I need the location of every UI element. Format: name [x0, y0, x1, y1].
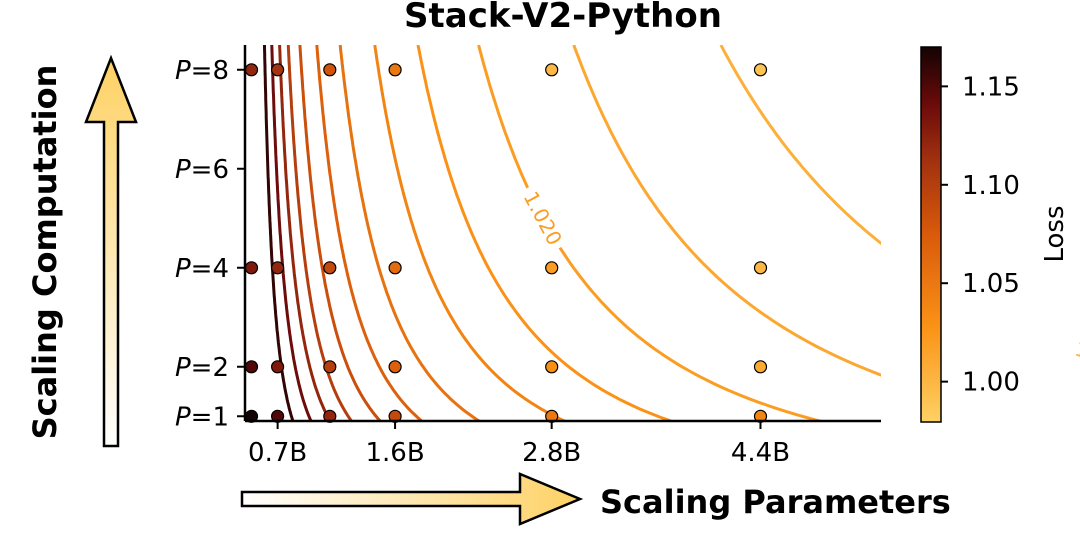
x-tick-label: 4.4B: [731, 438, 790, 468]
x-tick-label: 0.7B: [248, 438, 307, 468]
chart-title: Stack-V2-Python: [404, 0, 722, 36]
data-point-11: [323, 261, 337, 275]
y-tick-label: P=4: [175, 254, 229, 284]
right-arrow-icon: [240, 472, 584, 526]
data-point-6: [271, 360, 285, 374]
data-point-8: [271, 63, 285, 77]
colorbar-tick-label: 1.10: [962, 171, 1020, 201]
colorbar-tick-label: 1.05: [962, 269, 1020, 299]
contour-line-7: [338, 45, 481, 421]
data-point-22: [753, 360, 768, 374]
x-tick-label: 1.6B: [365, 438, 424, 468]
data-points: [244, 63, 768, 423]
contour-line-5: [298, 45, 382, 421]
contour-line-6: [315, 45, 423, 421]
data-point-14: [388, 360, 402, 374]
data-point-2: [244, 360, 259, 374]
y-tick-label: P=1: [175, 402, 229, 432]
contour-line-9: [416, 45, 672, 421]
y-tick-label: P=2: [175, 353, 229, 383]
colorbar-tick-label: 1.15: [962, 72, 1020, 102]
data-point-7: [271, 261, 285, 275]
y-ticks: P=1 P=2 P=4 P=6 P=8: [175, 56, 245, 432]
y-tick-label: P=6: [175, 155, 229, 185]
contour-label-bg: [515, 182, 571, 255]
data-point-12: [323, 63, 337, 77]
colorbar: [920, 46, 942, 423]
data-point-4: [244, 63, 259, 77]
up-arrow-icon: [84, 54, 138, 448]
data-point-23: [753, 261, 768, 275]
data-point-10: [323, 360, 337, 374]
colorbar-label: Loss: [1040, 205, 1070, 262]
x-axis-title: Scaling Parameters: [600, 483, 951, 521]
data-point-19: [545, 261, 559, 275]
contour-label-1.005: 1.005: [1072, 337, 1080, 378]
contour-line-2: [270, 45, 313, 421]
contour-line-1: [263, 45, 295, 421]
contour-line-3: [278, 45, 332, 421]
loss-contours: [263, 45, 881, 421]
data-point-18: [545, 360, 559, 374]
colorbar-tick-label: 1.00: [962, 368, 1020, 398]
y-tick-label: P=8: [175, 56, 229, 86]
y-axis-title: Scaling Computation: [26, 65, 64, 440]
data-point-9: [323, 409, 337, 423]
contour-line-10: [477, 45, 821, 421]
data-point-24: [753, 63, 768, 77]
data-point-15: [388, 261, 402, 275]
contour-line-4: [286, 45, 353, 421]
data-point-16: [388, 63, 402, 77]
contour-line-12: [719, 45, 881, 246]
x-tick-label: 2.8B: [522, 438, 581, 468]
contour-label-1.020: 1.020: [519, 187, 567, 249]
data-point-3: [244, 261, 259, 275]
colorbar-ticks: 1.00 1.05 1.10 1.15: [941, 72, 1020, 398]
x-ticks: 0.7B 1.6B 2.8B 4.4B: [248, 421, 790, 468]
contour-line-11: [572, 45, 881, 377]
data-point-20: [545, 63, 559, 77]
contour-line-8: [373, 45, 566, 421]
